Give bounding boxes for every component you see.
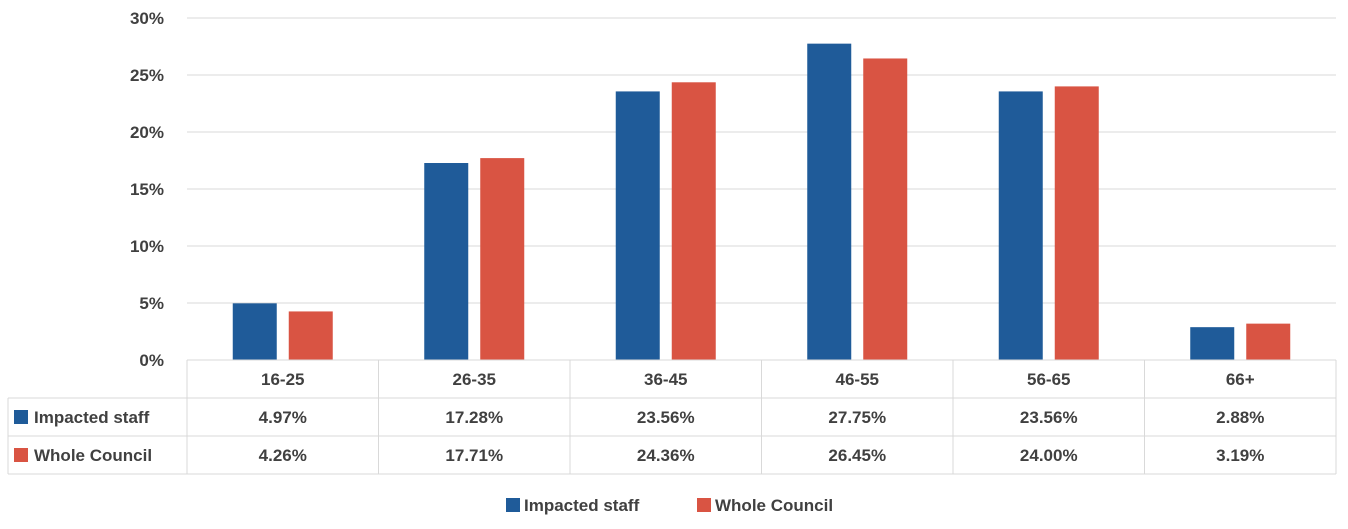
legend-label: Whole Council [715, 496, 833, 515]
legend-label: Impacted staff [524, 496, 640, 515]
bar-impacted-staff [998, 91, 1043, 360]
bar-impacted-staff [807, 43, 852, 361]
y-tick-label: 25% [130, 66, 164, 85]
x-tick-label: 56-65 [1027, 370, 1070, 389]
data-label: 27.75% [828, 408, 886, 427]
bar-impacted-staff [424, 163, 469, 360]
bar-whole-council [1246, 323, 1291, 360]
table-legend-key [14, 448, 28, 462]
bar-whole-council [1054, 86, 1099, 361]
data-label: 17.28% [445, 408, 503, 427]
bar-impacted-staff [232, 303, 277, 360]
data-label: 24.36% [637, 446, 695, 465]
data-label: 3.19% [1216, 446, 1264, 465]
data-label: 2.88% [1216, 408, 1264, 427]
bar-whole-council [863, 58, 908, 360]
data-label: 23.56% [1020, 408, 1078, 427]
x-tick-label: 66+ [1226, 370, 1255, 389]
table-series-name: Impacted staff [34, 408, 150, 427]
x-tick-label: 26-35 [453, 370, 496, 389]
bar-whole-council [480, 158, 525, 360]
y-tick-label: 10% [130, 237, 164, 256]
y-tick-label: 20% [130, 123, 164, 142]
y-tick-label: 5% [139, 294, 164, 313]
data-label: 24.00% [1020, 446, 1078, 465]
bar-impacted-staff [1190, 327, 1235, 360]
bar-whole-council [288, 311, 333, 360]
data-label: 4.26% [259, 446, 307, 465]
data-label: 4.97% [259, 408, 307, 427]
x-tick-label: 16-25 [261, 370, 304, 389]
data-label: 17.71% [445, 446, 503, 465]
legend-key-impacted-staff [506, 498, 520, 512]
x-tick-label: 46-55 [836, 370, 879, 389]
y-tick-label: 0% [139, 351, 164, 370]
table-legend-key [14, 410, 28, 424]
bar-whole-council [671, 82, 716, 361]
table-series-name: Whole Council [34, 446, 152, 465]
legend-key-whole-council [697, 498, 711, 512]
y-tick-label: 30% [130, 9, 164, 28]
x-tick-label: 36-45 [644, 370, 687, 389]
y-tick-label: 15% [130, 180, 164, 199]
bar-impacted-staff [615, 91, 660, 360]
data-label: 23.56% [637, 408, 695, 427]
data-label: 26.45% [828, 446, 886, 465]
